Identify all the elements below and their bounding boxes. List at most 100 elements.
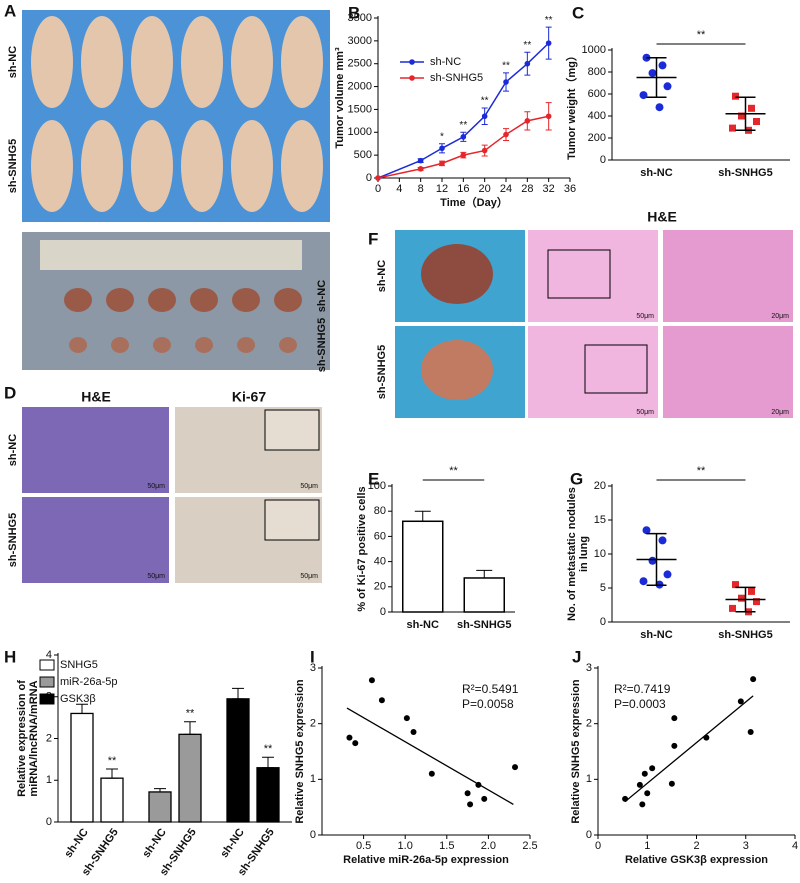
mouse: [181, 16, 223, 108]
legend-label: sh-NC: [430, 56, 461, 68]
mice-photo: [22, 10, 330, 222]
point: [658, 61, 667, 70]
point: [737, 698, 744, 705]
bar: [148, 791, 172, 823]
ruler: [40, 240, 302, 270]
y-tick-label: 200: [588, 132, 606, 144]
lung: [421, 244, 493, 304]
point: [671, 742, 678, 749]
point: [750, 676, 757, 683]
fit-line: [346, 707, 514, 805]
point: [732, 581, 739, 589]
column-label: Ki-67: [232, 389, 266, 405]
annotation: **: [502, 60, 510, 71]
zoom-box: [547, 249, 611, 299]
tumor: [232, 288, 260, 312]
significance-label: **: [697, 465, 706, 477]
error-bar: [414, 510, 431, 522]
x-tick-label: 2.0: [481, 840, 496, 852]
error-bar: [646, 532, 667, 587]
fit-line: [624, 695, 754, 803]
x-tick-label: 1.0: [398, 840, 413, 852]
annotation: **: [481, 96, 489, 107]
legend-marker: [409, 75, 415, 81]
point: [649, 765, 656, 772]
y-tick-label: 1000: [348, 126, 372, 138]
bar: [70, 712, 94, 823]
point: [368, 677, 375, 684]
significance-label: **: [449, 465, 458, 477]
x-axis-label: Relative miR-26a-5p expression: [343, 854, 509, 866]
x-tick-label: 0.5: [356, 840, 371, 852]
y-axis-label: % of Ki-67 positive cells: [356, 486, 368, 611]
mouse: [131, 16, 173, 108]
point: [403, 715, 410, 722]
x-tick-label: 24: [500, 183, 512, 195]
point: [663, 570, 672, 579]
panel-letter: I: [310, 647, 315, 666]
legend-swatch: [39, 676, 55, 688]
legend-label: sh-SNHG5: [430, 72, 483, 84]
panel-letter: F: [368, 229, 378, 248]
row-label: sh-NC: [7, 46, 19, 78]
y-tick-label: 5: [600, 582, 606, 594]
point: [738, 594, 745, 602]
micrograph: [22, 407, 169, 493]
point: [671, 715, 678, 722]
x-tick-label: 4: [792, 840, 798, 852]
y-tick-label: 3000: [348, 35, 372, 47]
panel-letter: E: [368, 469, 379, 488]
y-axis-label: Tumor volume mm³: [334, 47, 346, 149]
y-tick-label: 400: [588, 110, 606, 122]
error-bar: [646, 56, 667, 99]
x-tick-label: sh-NC: [140, 826, 168, 859]
row-label: sh-SNHG5: [316, 318, 328, 372]
point: [732, 92, 739, 100]
x-tick-label: sh-NC: [407, 619, 439, 631]
mouse: [181, 120, 223, 212]
micrograph: [663, 230, 793, 322]
point: [748, 104, 755, 112]
x-axis-label: Time（Day）: [440, 196, 508, 209]
point: [460, 134, 467, 140]
point: [738, 112, 745, 120]
y-tick-label: 15: [594, 514, 606, 526]
x-tick-label: 16: [457, 183, 469, 195]
point: [512, 764, 519, 771]
x-tick-label: 3: [743, 840, 749, 852]
y-tick-label: 40: [374, 556, 386, 568]
scale-label: 50μm: [300, 483, 318, 490]
mouse: [281, 120, 323, 212]
point: [467, 801, 474, 808]
point: [729, 124, 736, 132]
annotation: R²=0.5491: [462, 682, 519, 696]
y-tick-label: 10: [594, 548, 606, 560]
panel-letter: G: [570, 469, 583, 488]
point: [644, 790, 651, 797]
bar: [402, 520, 444, 613]
error-bar: [106, 768, 118, 779]
point: [460, 152, 467, 158]
bar: [226, 698, 250, 823]
y-axis-label: in lung: [578, 536, 590, 572]
y-axis-label: No. of metastatic nodules: [566, 487, 578, 621]
x-tick-label: 28: [521, 183, 533, 195]
point: [524, 118, 531, 124]
significance-label: **: [264, 743, 273, 755]
annotation: P=0.0058: [462, 697, 514, 711]
point: [639, 801, 646, 808]
x-tick-label: 0: [595, 840, 601, 852]
point: [375, 175, 381, 181]
bar: [256, 767, 280, 823]
panel-letter: H: [4, 647, 16, 666]
scale-label: 50μm: [300, 573, 318, 580]
point: [481, 795, 488, 802]
y-tick-label: 3: [586, 662, 592, 674]
y-axis-label: Tumor weight（mg）: [565, 50, 578, 160]
x-axis-label: Relative GSK3β expression: [625, 854, 768, 866]
x-tick-label: sh-NC: [640, 629, 672, 641]
y-tick-label: 4: [46, 649, 52, 661]
significance-label: **: [186, 708, 195, 720]
y-tick-label: 2: [46, 732, 52, 744]
point: [481, 113, 488, 120]
